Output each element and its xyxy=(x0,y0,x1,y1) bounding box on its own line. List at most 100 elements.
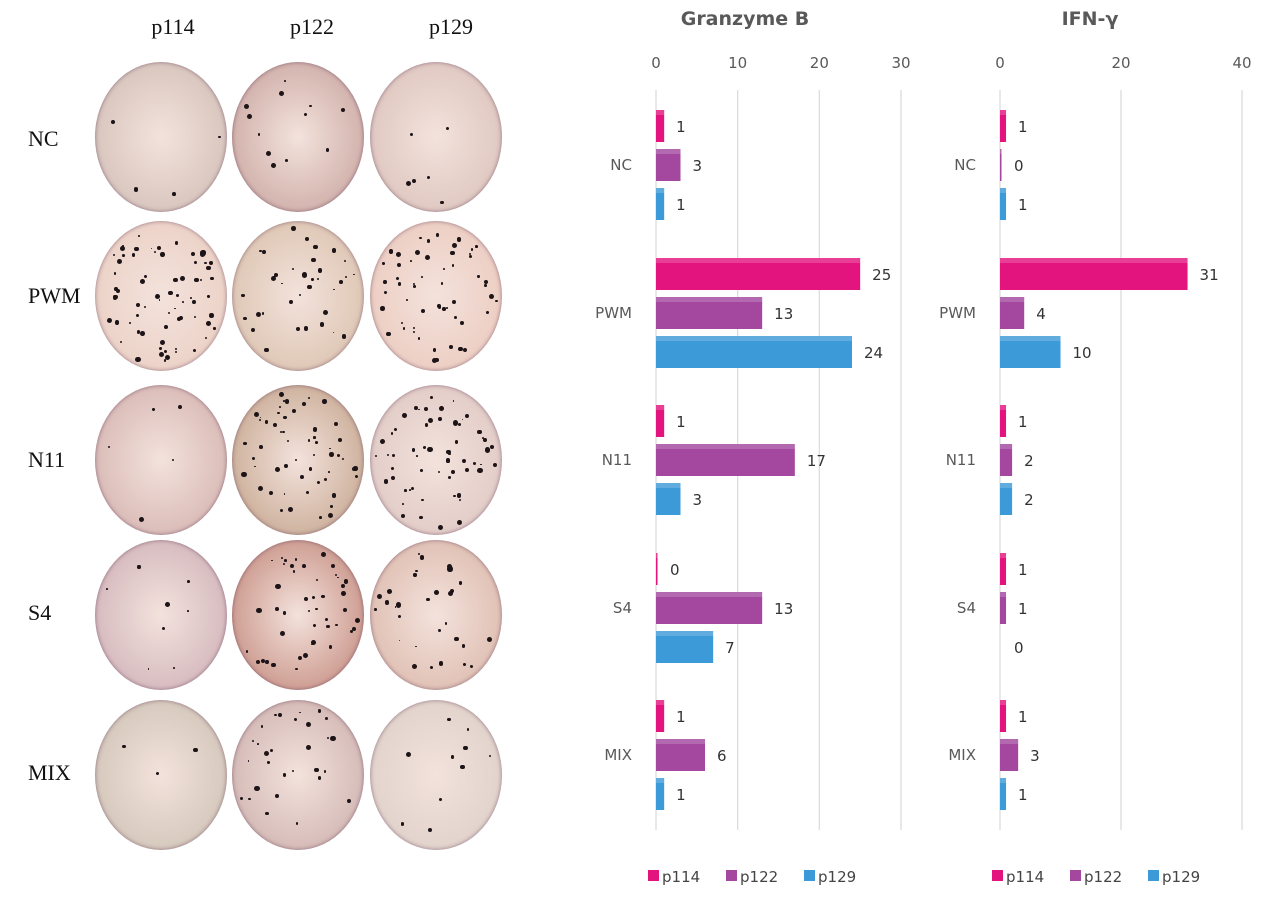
bar-pwm-p122 xyxy=(656,297,763,329)
bar-s4-p129 xyxy=(656,631,714,663)
bar-highlight xyxy=(656,405,665,410)
spot xyxy=(409,132,413,136)
spot xyxy=(475,245,478,249)
spot xyxy=(283,416,287,420)
spot xyxy=(193,260,197,264)
spot xyxy=(133,187,139,192)
spot xyxy=(265,811,269,816)
spot xyxy=(415,645,417,648)
data-label: 1 xyxy=(676,118,686,136)
bar-n11-p122 xyxy=(656,444,795,476)
spot xyxy=(480,463,482,466)
spot xyxy=(440,282,444,285)
well-n11-p114 xyxy=(95,385,227,535)
spot xyxy=(484,284,487,287)
spot xyxy=(446,449,451,455)
spot xyxy=(417,337,421,340)
legend-swatch-p114 xyxy=(992,870,1003,881)
spot xyxy=(383,290,387,294)
spot xyxy=(343,579,348,584)
spot xyxy=(165,354,171,361)
bar-nc-p122 xyxy=(1000,149,1002,181)
spot xyxy=(446,126,450,130)
spot xyxy=(295,822,299,825)
well-mix-p122 xyxy=(232,700,364,850)
row-label-s4: S4 xyxy=(28,600,52,625)
spot xyxy=(279,631,285,636)
spot xyxy=(432,348,437,352)
spot xyxy=(128,322,131,324)
spot xyxy=(284,399,289,404)
spot xyxy=(427,239,431,243)
spot xyxy=(210,277,214,281)
spot xyxy=(213,327,216,330)
spot xyxy=(413,573,417,577)
spot xyxy=(246,113,252,119)
spot xyxy=(456,237,462,242)
chart-title: IFN-γ xyxy=(1062,8,1119,30)
data-label: 1 xyxy=(676,196,686,214)
spot xyxy=(454,315,458,320)
spot xyxy=(343,259,347,263)
spot xyxy=(481,437,484,440)
spot xyxy=(341,457,344,460)
data-label: 3 xyxy=(693,157,703,175)
spot xyxy=(291,226,296,232)
spot xyxy=(335,574,338,577)
data-label: 1 xyxy=(1018,708,1028,726)
spot xyxy=(336,453,341,458)
data-label: 17 xyxy=(807,452,826,470)
spot xyxy=(313,427,318,432)
spot xyxy=(393,427,398,432)
data-label: 0 xyxy=(1014,639,1024,657)
spot xyxy=(277,713,283,718)
well-n11-p129 xyxy=(370,385,502,535)
spot xyxy=(292,570,295,573)
category-label: MIX xyxy=(948,746,976,764)
well-s4-p114 xyxy=(95,540,227,690)
spot xyxy=(120,245,126,251)
row-label-pwm: PWM xyxy=(28,283,81,308)
bar-highlight xyxy=(1000,778,1007,783)
spot xyxy=(176,293,180,297)
bar-highlight xyxy=(1000,553,1007,558)
spot xyxy=(275,583,281,590)
spot xyxy=(275,607,279,611)
spot xyxy=(113,253,116,256)
spot xyxy=(321,551,327,557)
spot xyxy=(279,391,285,397)
spot xyxy=(173,667,176,669)
spot xyxy=(302,564,307,568)
spot xyxy=(316,579,319,582)
bar-highlight xyxy=(656,336,852,341)
spot xyxy=(401,502,404,505)
spot xyxy=(294,718,298,722)
spot xyxy=(421,276,424,279)
spot xyxy=(445,622,448,625)
spot xyxy=(106,317,112,324)
spot xyxy=(458,499,462,502)
spot xyxy=(317,708,322,713)
spot xyxy=(376,594,382,600)
spot xyxy=(268,491,273,496)
spot xyxy=(204,337,207,340)
spot xyxy=(447,717,452,722)
spot xyxy=(251,457,255,461)
spot xyxy=(456,493,462,498)
spot xyxy=(115,288,121,294)
spot xyxy=(299,711,302,714)
spot xyxy=(386,331,392,337)
bar-highlight xyxy=(656,297,763,302)
spot xyxy=(179,275,185,282)
x-tick-label: 10 xyxy=(728,54,747,72)
spot xyxy=(257,743,259,745)
granzyme-b-chart-group: Granzyme B0 10 20 30NC131PWM251324N111173S4… xyxy=(595,8,910,886)
spot xyxy=(288,506,294,512)
spot xyxy=(134,246,139,251)
spot xyxy=(308,609,311,612)
spot xyxy=(110,119,115,124)
spot xyxy=(305,745,311,751)
spot xyxy=(284,464,288,469)
spot xyxy=(208,260,214,265)
spot xyxy=(314,767,320,773)
